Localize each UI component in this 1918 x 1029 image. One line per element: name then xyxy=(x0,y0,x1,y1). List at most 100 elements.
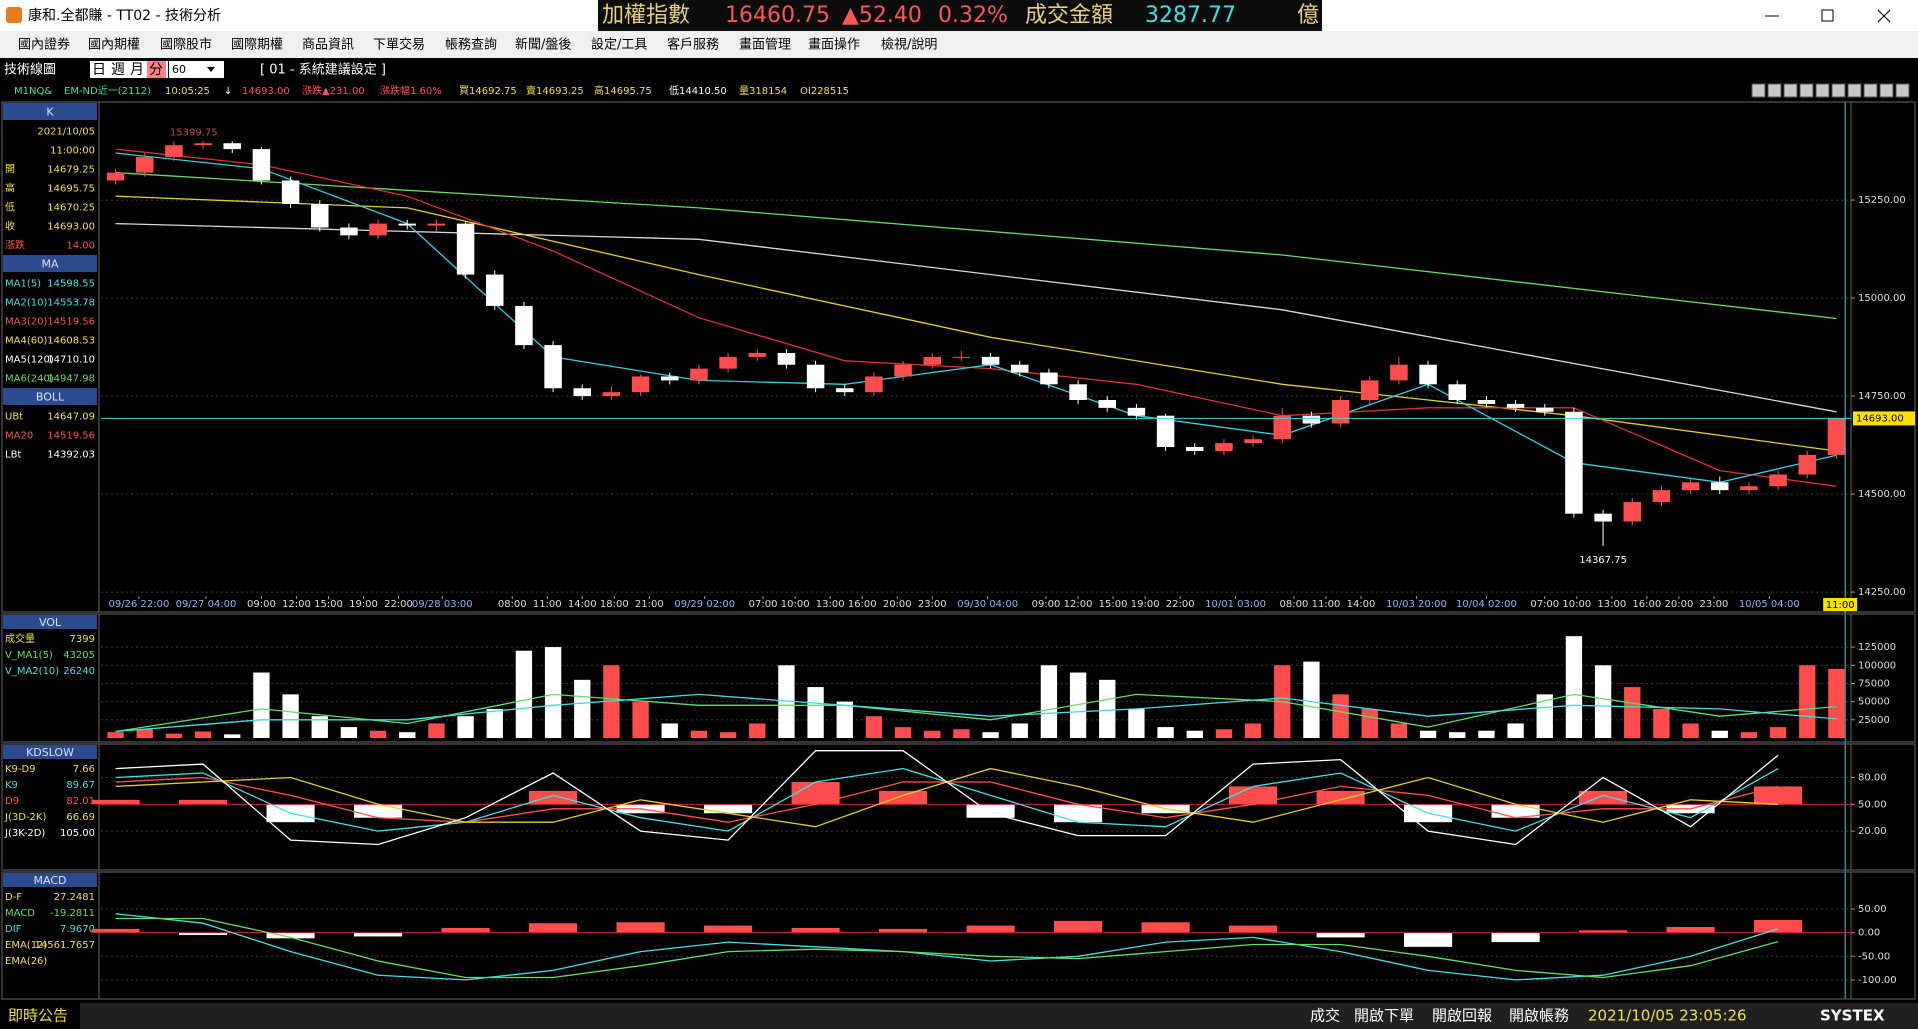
oscillator-bar xyxy=(879,790,928,805)
volume-bar xyxy=(1682,723,1699,738)
status-bar xyxy=(0,1003,1918,1029)
oscillator-bar xyxy=(1579,930,1628,933)
x-tick-label: 14:00 xyxy=(1347,599,1376,610)
menu-item[interactable]: 國內期權 xyxy=(88,38,140,53)
volume-bar xyxy=(574,679,591,738)
candle-body xyxy=(1011,364,1029,373)
status-button[interactable]: 開啟回報 xyxy=(1432,1007,1492,1025)
panel-label: 收 xyxy=(5,220,15,233)
x-tick-label: 15:00 xyxy=(314,599,343,610)
menu-item[interactable]: 下單交易 xyxy=(373,37,425,53)
volume-bar xyxy=(1478,730,1495,738)
candle-body xyxy=(427,223,446,226)
tool-icon[interactable] xyxy=(1863,83,1878,98)
candle-body xyxy=(748,352,766,357)
tool-icon[interactable] xyxy=(1831,83,1846,98)
x-tick-label: 10/01 03:00 xyxy=(1205,599,1266,610)
x-tick-label: 10:00 xyxy=(1562,599,1591,610)
interval[interactable]: 60 xyxy=(172,63,186,76)
menu-item[interactable]: 商品資訊 xyxy=(302,38,354,53)
status-button[interactable]: 開啟下單 xyxy=(1354,1007,1414,1025)
dropdown-arrow xyxy=(207,67,215,72)
quote-item: 漲跌幅1.60% xyxy=(380,84,442,97)
tool-icon[interactable] xyxy=(1895,83,1910,98)
y-tick-label: 100000 xyxy=(1858,660,1896,671)
menu-item[interactable]: 畫面操作 xyxy=(808,37,860,53)
panel-label: J(3K-2D) xyxy=(4,828,45,839)
volume-bar xyxy=(1799,665,1816,738)
tool-icon[interactable] xyxy=(1751,83,1766,98)
x-tick-label: 16:00 xyxy=(848,599,877,610)
period-button[interactable]: 月 xyxy=(130,62,144,78)
app-icon xyxy=(6,7,22,23)
y-tick-label: -50.00 xyxy=(1858,951,1890,962)
volume-bar xyxy=(340,727,358,738)
volume-bar xyxy=(1449,732,1466,738)
menu-item[interactable]: 設定/工具 xyxy=(591,37,647,53)
volume-bar xyxy=(1186,730,1203,738)
volume-bar xyxy=(369,730,387,738)
panel-header xyxy=(3,873,97,887)
tool-icon[interactable] xyxy=(1767,83,1782,98)
interval-select[interactable] xyxy=(169,61,224,78)
cursor-label: 11:00 xyxy=(1826,600,1855,611)
notice[interactable]: 即時公告 xyxy=(8,1007,68,1025)
volume-bar xyxy=(1536,694,1553,738)
tool-icon[interactable] xyxy=(1783,83,1798,98)
panel-value: 11:00:00 xyxy=(50,146,95,157)
period-button[interactable]: 分 xyxy=(149,62,163,78)
candle-body xyxy=(544,345,562,389)
tool-icon[interactable] xyxy=(1847,83,1862,98)
volume-bar xyxy=(1419,730,1437,738)
panel-title: VOL xyxy=(39,616,62,629)
candle-body xyxy=(1623,501,1641,522)
candle-body xyxy=(340,227,358,236)
menu-item[interactable]: 畫面管理 xyxy=(739,38,791,53)
x-tick-label: 10/05 04:00 xyxy=(1739,599,1800,610)
indicator-line xyxy=(115,693,1837,733)
x-tick-label: 16:00 xyxy=(1632,599,1661,610)
panel-label: UBt xyxy=(5,412,23,423)
status-button[interactable]: 開啟帳務 xyxy=(1509,1007,1569,1025)
tool-icon[interactable] xyxy=(1815,83,1830,98)
menu-item[interactable]: 客戶服務 xyxy=(667,37,719,53)
period-button[interactable]: 日 xyxy=(92,62,106,78)
candle-body xyxy=(777,352,796,365)
menu-item[interactable]: 國際股市 xyxy=(160,37,212,53)
oscillator-bar xyxy=(529,790,578,805)
candle-body xyxy=(165,145,183,157)
indicator-line xyxy=(115,917,1779,979)
x-tick-label: 23:00 xyxy=(1700,599,1729,610)
menu-item[interactable]: 檢視/說明 xyxy=(881,37,937,53)
restore-button[interactable] xyxy=(1821,9,1834,22)
period-button[interactable]: 週 xyxy=(111,62,125,78)
menu-item[interactable]: 國際期權 xyxy=(231,38,283,53)
tool-icon[interactable] xyxy=(1799,83,1814,98)
menu-item[interactable]: 國內證券 xyxy=(18,37,70,53)
volume-bar xyxy=(865,716,883,738)
x-tick-label: 23:00 xyxy=(918,599,947,610)
x-tick-label: 09:00 xyxy=(247,599,276,610)
menu-item[interactable]: 帳務查詢 xyxy=(445,37,497,53)
close-button[interactable] xyxy=(1877,9,1891,23)
panel-value: 14519.56 xyxy=(47,431,95,442)
panel-value: 14598.55 xyxy=(47,279,95,290)
x-tick-label: 07:00 xyxy=(1530,599,1559,610)
panel-value: 14947.98 xyxy=(47,374,95,385)
quote-item: 10:05:25 xyxy=(165,86,210,97)
menu-item[interactable]: 新聞/盤後 xyxy=(515,37,571,53)
volume-bar xyxy=(778,665,795,738)
panel-header xyxy=(3,615,97,629)
last-price-box xyxy=(1853,411,1915,426)
tool-icon[interactable] xyxy=(1879,83,1894,98)
candle-body xyxy=(1040,372,1058,385)
x-tick-label: 10/04 02:00 xyxy=(1456,599,1517,610)
panel-value: 14670.25 xyxy=(47,203,95,214)
candle-body xyxy=(1594,513,1612,522)
quote-item: M1NQ& xyxy=(14,86,52,97)
volume-bar xyxy=(1507,723,1524,738)
indicator-line xyxy=(115,913,1779,981)
status-button[interactable]: 成交 xyxy=(1310,1007,1340,1025)
setting[interactable]: [ 01 - 系統建議設定 ] xyxy=(260,62,386,78)
